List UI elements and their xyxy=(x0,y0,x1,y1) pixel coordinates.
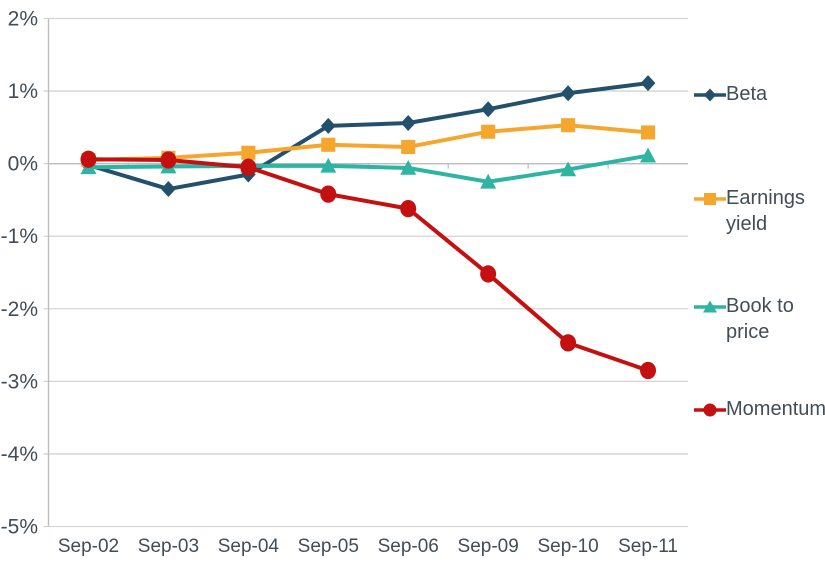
legend-label: Momentum xyxy=(726,398,825,420)
legend-item-beta: Beta xyxy=(694,81,767,107)
legend-label: Book to price xyxy=(726,295,794,343)
data-point-diamond xyxy=(640,75,656,92)
data-point-square xyxy=(241,145,256,160)
legend-square-icon xyxy=(694,193,726,205)
x-axis-tick-label: Sep-04 xyxy=(218,536,280,557)
legend-circle-icon xyxy=(694,403,726,417)
legend-diamond-icon xyxy=(694,88,726,102)
data-point-circle xyxy=(480,265,497,283)
legend-item-earnings-yield: Earnings yield xyxy=(694,185,805,237)
y-axis-tick-label: 2% xyxy=(8,8,38,31)
x-axis-tick-label: Sep-10 xyxy=(537,536,598,557)
data-point-triangle xyxy=(400,159,417,175)
data-point-square xyxy=(401,139,416,154)
x-axis-tick-label: Sep-11 xyxy=(618,536,678,557)
data-point-triangle xyxy=(560,161,577,177)
legend-label: Earnings yield xyxy=(726,187,805,235)
legend-label: Beta xyxy=(726,83,768,105)
data-point-triangle xyxy=(480,173,497,189)
x-axis-tick-label: Sep-09 xyxy=(458,536,519,557)
legend-item-momentum: Momentum xyxy=(694,396,825,422)
data-point-square xyxy=(640,125,656,140)
data-point-diamond xyxy=(400,115,416,132)
x-axis-tick-label: Sep-05 xyxy=(298,536,359,557)
series-line-beta xyxy=(86,81,651,192)
x-axis-tick-label: Sep-03 xyxy=(138,536,199,557)
series-line-momentum xyxy=(86,157,651,373)
data-point-diamond xyxy=(161,181,176,198)
y-axis-tick-label: 1% xyxy=(8,80,38,103)
y-axis-tick-label: 0% xyxy=(8,153,38,176)
data-point-circle xyxy=(560,334,577,352)
series-line-book-to-price xyxy=(86,153,651,184)
legend-item-book-to-price: Book to price xyxy=(694,293,794,345)
data-point-circle xyxy=(80,150,97,168)
series-line-earnings-yield xyxy=(86,123,651,163)
x-axis-tick-label: Sep-02 xyxy=(58,536,119,557)
circle-glyph xyxy=(703,403,717,417)
data-point-diamond xyxy=(320,117,336,134)
data-point-square xyxy=(321,137,336,152)
data-point-circle xyxy=(400,199,417,218)
y-axis-tick-label: -5% xyxy=(1,516,38,539)
data-point-circle xyxy=(320,185,337,203)
y-axis-tick-label: -2% xyxy=(1,298,38,321)
data-point-triangle xyxy=(640,147,657,163)
data-point-circle xyxy=(240,158,257,176)
data-point-circle xyxy=(160,151,177,169)
square-glyph xyxy=(704,193,716,205)
chart-legend: Beta Earnings yield Book to price Momentum xyxy=(694,0,825,562)
y-axis-tick-label: -1% xyxy=(1,225,38,248)
triangle-glyph xyxy=(703,300,717,313)
data-point-diamond xyxy=(560,85,576,102)
data-point-square xyxy=(561,118,576,133)
y-axis-tick-label: -3% xyxy=(1,370,38,393)
data-point-circle xyxy=(640,361,657,380)
y-axis-tick-label: -4% xyxy=(1,443,38,466)
data-point-triangle xyxy=(320,157,337,173)
legend-triangle-icon xyxy=(694,300,726,313)
x-axis-tick-label: Sep-06 xyxy=(378,536,439,557)
data-point-diamond xyxy=(480,101,496,118)
diamond-glyph xyxy=(704,88,716,102)
data-point-square xyxy=(481,124,496,139)
